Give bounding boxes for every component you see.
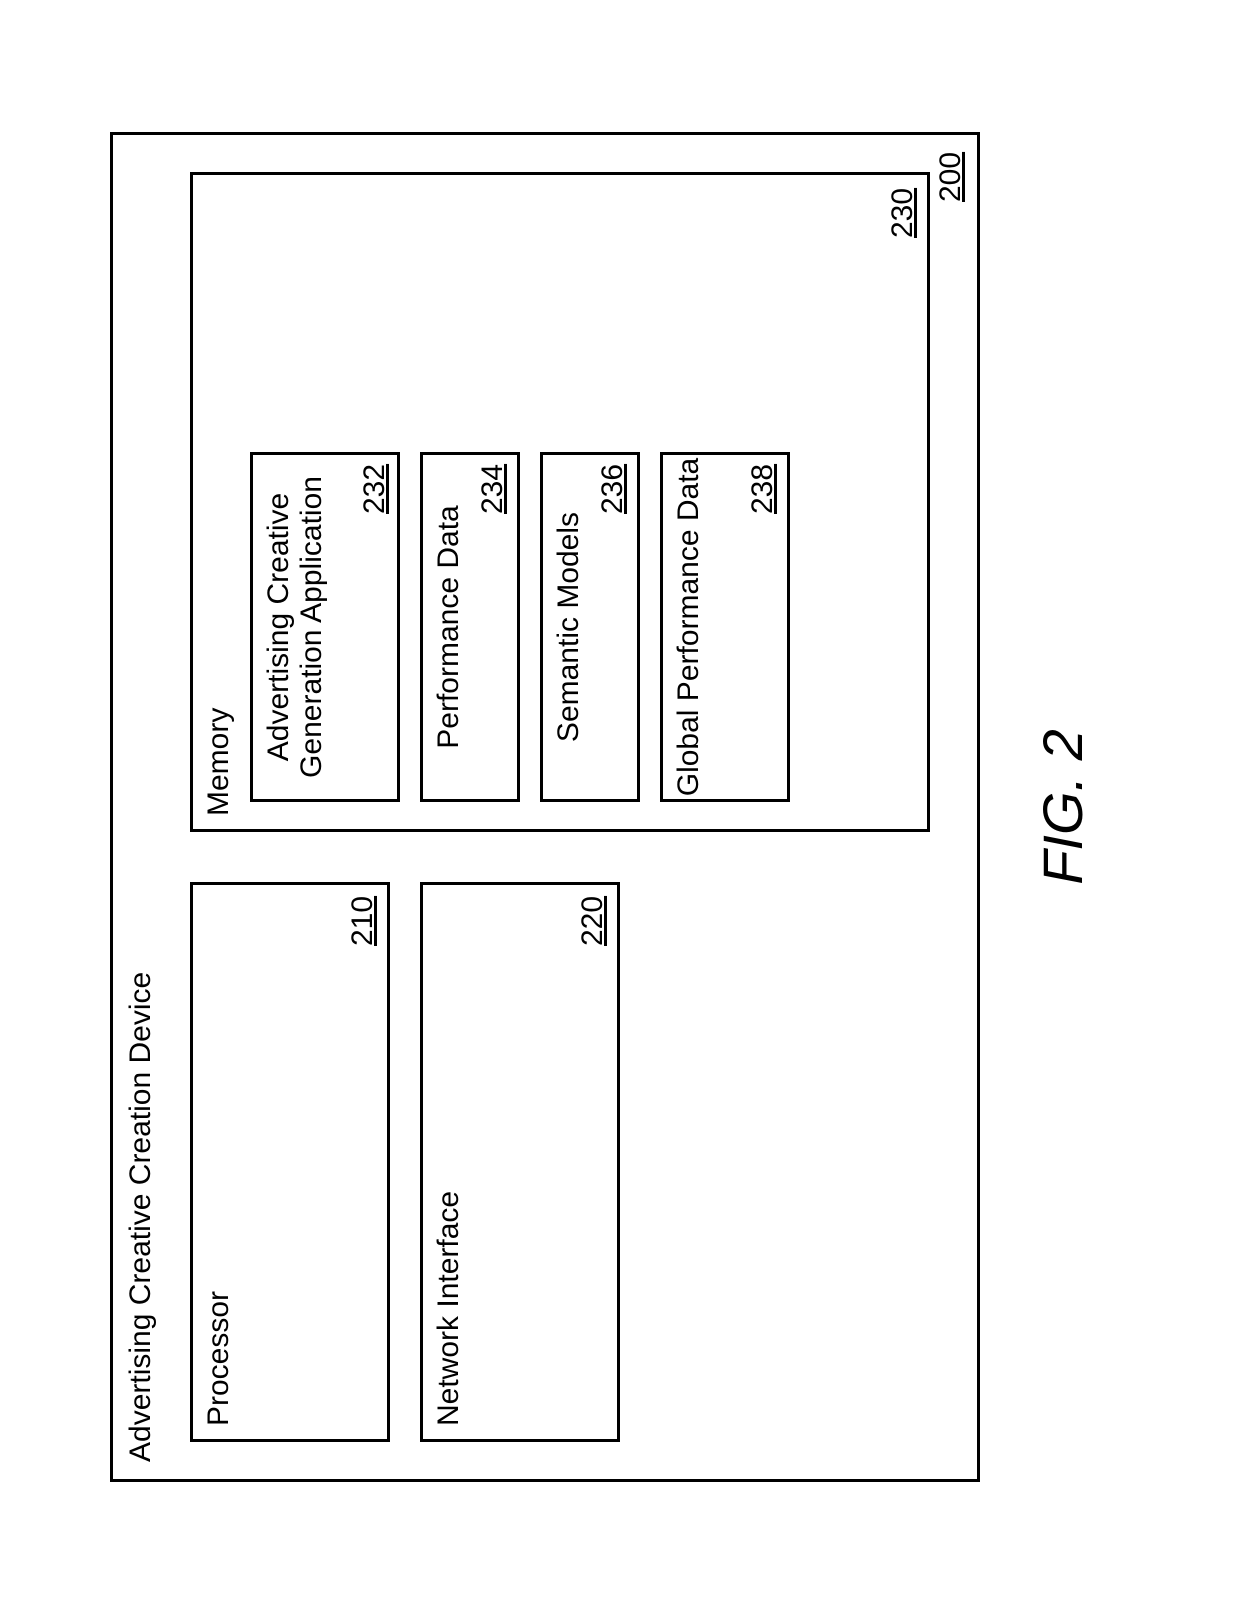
mem-item-label-3: Global Performance Data [672, 452, 705, 802]
device-ref: 200 [934, 151, 968, 201]
device-label: Advertising Creative Creation Device [124, 971, 157, 1461]
figure-caption: FIG. 2 [1030, 92, 1095, 1522]
mem-item-ref-3: 238 [746, 463, 780, 513]
rotated-diagram-wrap: Advertising Creative Creation Device 200… [110, 92, 1130, 1522]
network-interface-ref: 220 [576, 895, 610, 945]
memory-label: Memory [202, 707, 235, 815]
mem-item-ref-1: 234 [476, 463, 510, 513]
page: Advertising Creative Creation Device 200… [0, 0, 1240, 1613]
mem-item-label-1: Performance Data [432, 452, 465, 802]
memory-ref: 230 [886, 187, 920, 237]
mem-item-label-0: Advertising Creative Generation Applicat… [262, 452, 328, 802]
mem-item-label-2: Semantic Models [552, 452, 585, 802]
mem-item-ref-2: 236 [596, 463, 630, 513]
diagram: Advertising Creative Creation Device 200… [110, 92, 1130, 1522]
network-interface-label: Network Interface [432, 1190, 465, 1425]
processor-label: Processor [202, 1290, 235, 1425]
mem-item-ref-0: 232 [358, 463, 392, 513]
processor-ref: 210 [346, 895, 380, 945]
